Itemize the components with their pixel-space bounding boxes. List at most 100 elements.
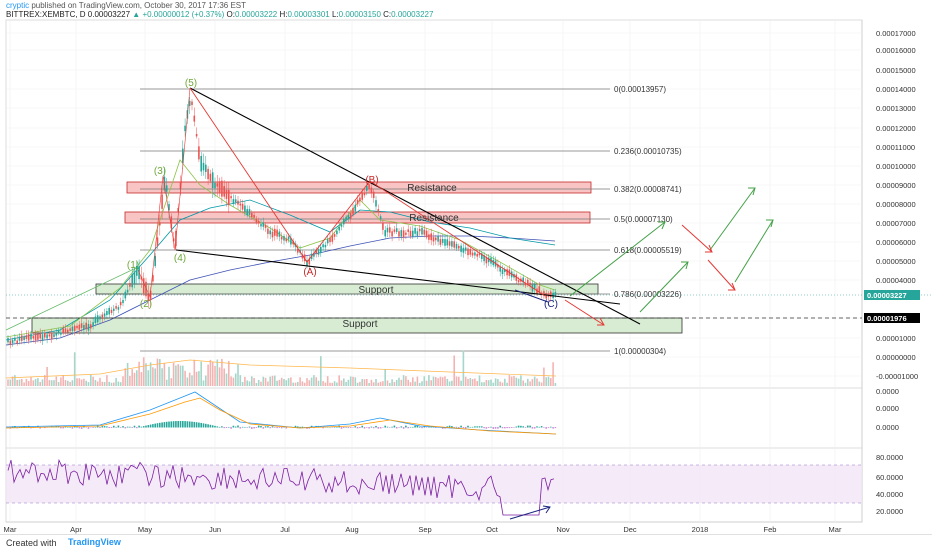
fib-retracement: 0(0.00013957) 0.236(0.00010735) 0.382(0.00… bbox=[140, 85, 682, 356]
price-axis-label: 0.00001000 bbox=[876, 334, 916, 343]
wave-label-c: (C) bbox=[544, 299, 558, 310]
publish-header: cryptic published on TradingView.com, Oc… bbox=[6, 1, 246, 10]
publish-info: published on TradingView.com, October 30… bbox=[31, 1, 247, 10]
ma-mid bbox=[5, 199, 556, 341]
wedge-upper-line bbox=[189, 87, 641, 325]
price-axis-label: 0.00009000 bbox=[876, 181, 916, 190]
fib-level-label: 0.5(0.00007130) bbox=[614, 215, 673, 224]
low-label: L: bbox=[331, 10, 339, 19]
volume-bars bbox=[5, 350, 557, 386]
price-axis-label: 0.00016000 bbox=[876, 46, 916, 55]
time-axis-label: Feb bbox=[764, 525, 777, 534]
created-with-text: Created with bbox=[6, 538, 57, 548]
price-axis-label: 0.00000000 bbox=[876, 353, 916, 362]
candlesticks bbox=[7, 97, 557, 349]
time-axis-label: May bbox=[138, 525, 152, 534]
close-label: C: bbox=[383, 10, 392, 19]
time-axis-label: Mar bbox=[4, 525, 17, 534]
wave-label-4: (4) bbox=[174, 253, 186, 264]
time-axis-label: Sep bbox=[418, 525, 431, 534]
fib-level-label: 0(0.00013957) bbox=[614, 85, 666, 94]
support-label-upper: Support bbox=[358, 285, 393, 296]
open-label: O: bbox=[226, 10, 235, 19]
macd-pane[interactable] bbox=[5, 387, 863, 449]
elliott-impulse-line bbox=[137, 87, 191, 299]
fib-level-label: 1(0.00000304) bbox=[614, 347, 666, 356]
time-axis-label: Oct bbox=[486, 525, 499, 534]
last-price: 0.00003227 bbox=[87, 10, 131, 19]
current-price-tag bbox=[864, 290, 920, 300]
time-axis[interactable]: Mar Apr May Jun Jul Aug Sep Oct Nov Dec 2018 Feb Mar bbox=[4, 525, 842, 534]
price-change: +0.00000012 (+0.37%) bbox=[142, 10, 225, 19]
price-axis-label: 0.00012000 bbox=[876, 124, 916, 133]
macd-axis-label-3: 0.0000 bbox=[876, 423, 899, 432]
resistance-zone-upper bbox=[126, 181, 592, 194]
wave-label-3: (3) bbox=[154, 166, 166, 177]
rsi-axis-label-80: 80.0000 bbox=[876, 453, 903, 462]
fib-level-label: 0.618(0.00005519) bbox=[614, 246, 682, 255]
fib-level-label: 0.236(0.00010735) bbox=[614, 147, 682, 156]
resistance-label-upper: Resistance bbox=[407, 183, 457, 194]
price-axis[interactable]: 0.00017000 0.00016000 0.00015000 0.00014000… bbox=[876, 29, 918, 381]
macd-axis-label-1: 0.0000 bbox=[876, 387, 899, 396]
price-axis-label: 0.00007000 bbox=[876, 219, 916, 228]
price-axis-label: 0.00010000 bbox=[876, 162, 916, 171]
wave-label-b: (B) bbox=[365, 175, 378, 186]
price-axis-label: 0.00013000 bbox=[876, 104, 916, 113]
time-axis-label: Nov bbox=[556, 525, 570, 534]
price-axis-label: 0.00011000 bbox=[876, 143, 915, 152]
wave-label-5: (5) bbox=[185, 78, 197, 89]
resistance-zone-lower bbox=[124, 211, 591, 224]
symbol-header: BITTREX:XEMBTC, D 0.00003227 ▲ +0.000000… bbox=[6, 10, 433, 19]
wave-label-a: (A) bbox=[303, 267, 316, 278]
symbol-name[interactable]: BITTREX:XEMBTC, D bbox=[6, 10, 86, 19]
price-axis-label: -0.00001000 bbox=[876, 372, 918, 381]
wave-label-2: (2) bbox=[140, 299, 152, 310]
elliott-abc-line bbox=[189, 87, 546, 297]
up-arrow-icon: ▲ bbox=[132, 10, 141, 19]
price-axis-label: 0.00006000 bbox=[876, 238, 916, 247]
price-axis-label: 0.00004000 bbox=[876, 276, 916, 285]
dashed-price-tag bbox=[864, 313, 920, 323]
price-axis-label: 0.00008000 bbox=[876, 200, 916, 209]
trend-line-green bbox=[5, 267, 137, 331]
divergence-arrow-price bbox=[514, 289, 549, 303]
time-axis-label: Aug bbox=[345, 525, 358, 534]
high-value: 0.00003301 bbox=[287, 10, 330, 19]
wave-label-1: (1) bbox=[127, 260, 139, 271]
rsi-axis-label-40: 40.0000 bbox=[876, 490, 903, 499]
price-axis-label: 0.00005000 bbox=[876, 257, 916, 266]
divergence-arrow-rsi bbox=[509, 506, 551, 520]
dashed-price-tag-text: 0.00001976 bbox=[867, 314, 907, 323]
macd-axis-label-2: 0.0000 bbox=[876, 404, 899, 413]
chart-canvas[interactable]: 0(0.00013957) 0.236(0.00010735) 0.382(0.00… bbox=[0, 0, 932, 534]
author-link[interactable]: cryptic bbox=[6, 1, 30, 10]
time-axis-label: Mar bbox=[829, 525, 842, 534]
rsi-axis-label-60: 60.0000 bbox=[876, 473, 903, 482]
tradingview-logo[interactable]: TradingView bbox=[68, 537, 121, 547]
current-price-tag-text: 0.00003227 bbox=[867, 291, 907, 300]
resistance-label-lower: Resistance bbox=[409, 213, 459, 224]
time-axis-label: 2018 bbox=[692, 525, 709, 534]
rsi-axis-label-20: 20.0000 bbox=[876, 507, 903, 516]
open-value: 0.00003222 bbox=[234, 10, 278, 19]
fib-level-label: 0.382(0.00008741) bbox=[614, 185, 682, 194]
high-label: H: bbox=[279, 10, 288, 19]
support-label-lower: Support bbox=[342, 319, 377, 330]
price-axis-label: 0.00015000 bbox=[876, 66, 916, 75]
grid-lines bbox=[6, 20, 862, 522]
ma-long bbox=[5, 235, 556, 346]
footer-bar: Created with TradingView bbox=[0, 534, 932, 551]
time-axis-label: Apr bbox=[70, 525, 82, 534]
low-value: 0.00003150 bbox=[338, 10, 381, 19]
time-axis-label: Jun bbox=[209, 525, 221, 534]
close-value: 0.00003227 bbox=[391, 10, 434, 19]
projection-arrows bbox=[564, 187, 774, 326]
fib-level-label: 0.786(0.00003226) bbox=[614, 290, 682, 299]
time-axis-label: Jul bbox=[280, 525, 290, 534]
rsi-indicator bbox=[7, 458, 555, 516]
wedge-lower-line bbox=[175, 249, 621, 305]
price-axis-label: 0.00014000 bbox=[876, 85, 916, 94]
macd-indicator bbox=[5, 391, 557, 435]
rsi-band bbox=[6, 465, 862, 503]
